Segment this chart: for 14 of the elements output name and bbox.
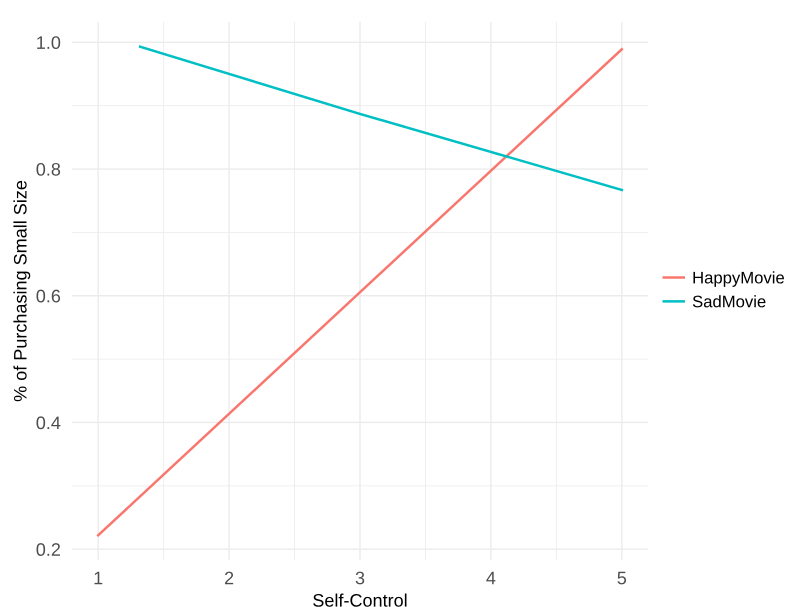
- x-tick-label: 5: [618, 572, 626, 584]
- x-tick-label: 4: [486, 572, 496, 584]
- x-tick-label: 1: [94, 572, 102, 584]
- y-tick-label: 0.4: [36, 416, 60, 430]
- y-tick-label: 0.2: [36, 543, 60, 556]
- legend-label: HappyMovie: [693, 271, 784, 287]
- y-tick-label: 0.6: [36, 290, 60, 302]
- x-axis-title: Self-Control: [313, 594, 406, 607]
- x-tick-label: 2: [224, 572, 234, 584]
- legend-label: SadMovie: [692, 295, 766, 308]
- x-tick-label: 3: [356, 572, 364, 584]
- y-axis-title: % of Purchasing Small Size: [13, 180, 30, 402]
- y-tick-label: 0.8: [36, 162, 60, 176]
- y-tick-label: 1.0: [37, 36, 60, 49]
